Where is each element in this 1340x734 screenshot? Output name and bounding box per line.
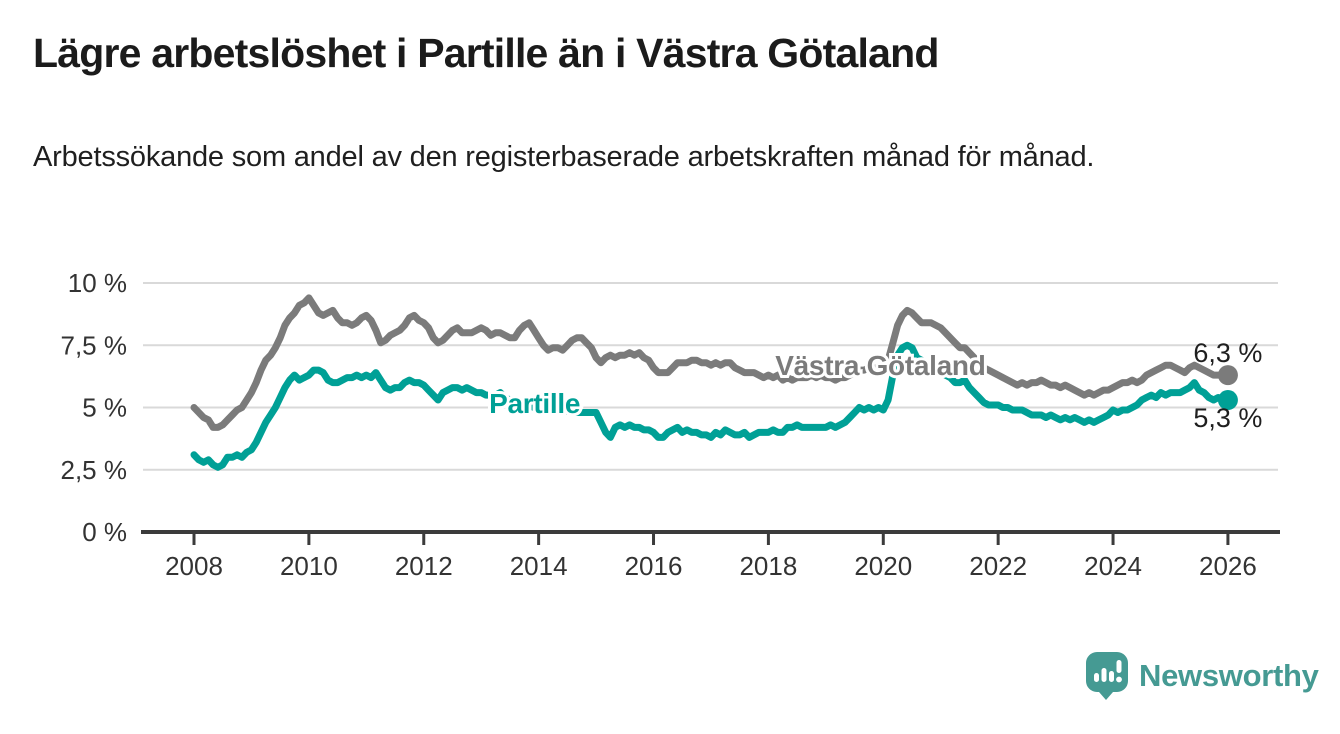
series-lines <box>190 294 1232 471</box>
x-tick-label: 2018 <box>739 551 797 581</box>
newsworthy-logo-text: Newsworthy <box>1139 658 1319 693</box>
x-tick-label: 2026 <box>1199 551 1257 581</box>
x-tick-label: 2024 <box>1084 551 1142 581</box>
y-tick-label: 0 % <box>82 517 127 547</box>
y-tick-label: 10 % <box>68 268 127 298</box>
gridlines <box>143 282 1278 471</box>
x-axis-ticks <box>192 534 1230 545</box>
x-tick-label: 2008 <box>165 551 223 581</box>
x-tick-label: 2022 <box>969 551 1027 581</box>
x-tick-label: 2016 <box>625 551 683 581</box>
x-tick-label: 2014 <box>510 551 568 581</box>
series-line-0 <box>190 294 1232 431</box>
value-label-vastra-gotaland: 6,3 % <box>1193 338 1262 368</box>
newsworthy-logo-icon <box>1086 652 1128 700</box>
chart-title: Lägre arbetslöshet i Partille än i Västr… <box>33 30 939 76</box>
y-tick-label: 7,5 % <box>61 330 128 360</box>
series-label-vastra-gotaland: Västra Götaland <box>775 350 985 381</box>
value-label-partille: 5,3 % <box>1193 403 1262 433</box>
x-tick-label: 2012 <box>395 551 453 581</box>
series-label-partille: Partille <box>489 388 580 419</box>
newsworthy-logo: Newsworthy <box>1086 652 1319 700</box>
series-end-dots <box>1217 365 1238 411</box>
y-axis-labels: 0 % 2,5 % 5 % 7,5 % 10 % <box>61 268 128 547</box>
series-end-dot-1 <box>1217 390 1238 411</box>
x-axis-labels: 2008 2010 2012 2014 2016 2018 2020 2022 2024 2026 <box>165 551 1257 581</box>
series-line-1 <box>190 341 1232 471</box>
y-tick-label: 2,5 % <box>61 455 128 485</box>
y-tick-label: 5 % <box>82 393 127 423</box>
logo-bar-chart-glyph <box>1094 660 1122 683</box>
series-end-dot-0 <box>1217 365 1238 386</box>
x-tick-label: 2020 <box>854 551 912 581</box>
x-tick-label: 2010 <box>280 551 338 581</box>
chart-subtitle: Arbetssökande som andel av den registerb… <box>33 141 1095 173</box>
